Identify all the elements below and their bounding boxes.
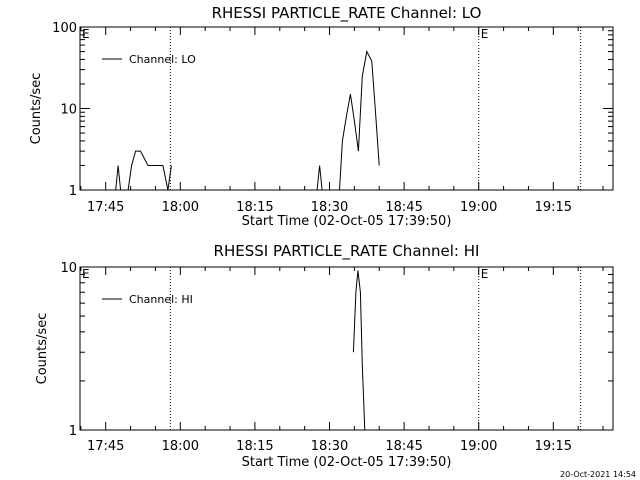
series-line-segment [167,165,172,191]
chart-panel-lo: RHESSI PARTICLE_RATE Channel: LO 17:45 18:… [29,4,614,229]
series-line-segment [352,270,366,431]
y-tick-label: 10 [60,103,77,118]
x-tick-label: 18:45 [385,200,422,215]
y-axis-label: Counts/sec [29,73,44,145]
x-tick-label: 19:00 [460,200,497,215]
y-tick-label: 100 [52,21,77,36]
chart-title: RHESSI PARTICLE_RATE Channel: HI [214,242,480,261]
series-line-segment [127,150,169,191]
x-tick-label: 18:45 [385,439,422,454]
chart-title: RHESSI PARTICLE_RATE Channel: LO [212,4,482,23]
event-marker-label: E [82,27,90,41]
series-line-segment [316,165,323,191]
x-tick-label: 19:15 [535,200,572,215]
x-axis-label: Start Time (02-Oct-05 17:39:50) [242,214,452,229]
x-tick-label: 19:15 [535,439,572,454]
y-tick-label: 1 [69,424,77,439]
y-tick-label: 10 [60,261,77,276]
legend-entry: Channel: LO [129,53,196,66]
x-tick-label: 18:00 [162,439,199,454]
legend-entry: Channel: HI [129,293,193,306]
event-marker-label: E [82,267,90,281]
chart-panel-hi: RHESSI PARTICLE_RATE Channel: HI 17:45 18:… [35,242,614,470]
x-tick-label: 18:15 [236,200,273,215]
x-tick-label: 19:00 [460,439,497,454]
y-axis-label: Counts/sec [35,313,50,385]
series-line-segment [115,165,122,191]
series-line-segment [339,49,380,191]
event-marker-label: E [481,27,489,41]
x-tick-label: 18:15 [236,439,273,454]
x-axis-label: Start Time (02-Oct-05 17:39:50) [242,455,452,470]
x-tick-label: 18:30 [311,200,348,215]
x-tick-label: 18:00 [162,200,199,215]
x-tick-label: 18:30 [311,439,348,454]
x-tick-label: 17:45 [87,439,124,454]
event-marker-label: E [481,267,489,281]
timestamp-label: 20-Oct-2021 14:54 [560,470,636,479]
y-tick-label: 1 [69,184,77,199]
x-tick-label: 17:45 [87,200,124,215]
plot-frame [79,266,614,431]
